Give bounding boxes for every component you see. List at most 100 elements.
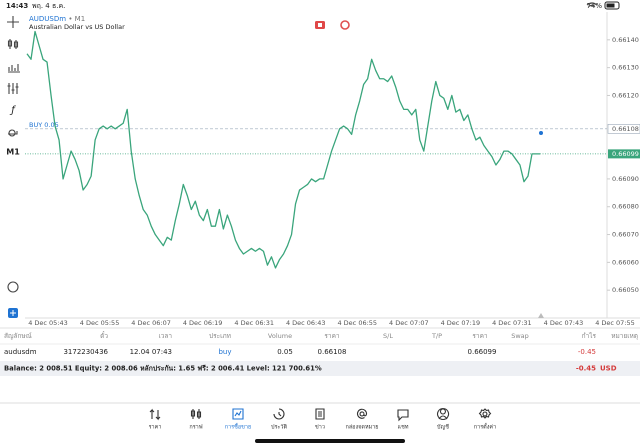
symbol: AUDUSDm (29, 15, 66, 23)
battery-level (606, 3, 615, 8)
wifi-icon (586, 2, 598, 7)
ask-dot (539, 131, 543, 135)
column-header: ราคา (324, 332, 339, 340)
tab-bar: ราคา กราฟ การซื้อขาย ประวัติ ข่าว กล่องจดหมาย… (149, 407, 496, 431)
status-time: 14:43 (6, 2, 28, 10)
time-label: 4 Dec 06:55 (337, 319, 377, 327)
tab-icon (190, 409, 202, 419)
cell-symbol: audusdm (4, 348, 37, 356)
tab-label: กล่องจดหมาย (345, 425, 378, 431)
time-label: 4 Dec 07:31 (492, 319, 532, 327)
tab-label: กราฟ (189, 424, 202, 431)
tab-label: ประวัติ (271, 424, 287, 431)
time-label: 4 Dec 06:07 (131, 319, 171, 327)
time-label: 4 Dec 05:55 (80, 319, 120, 327)
candle-tool[interactable] (7, 39, 19, 49)
tab[interactable]: ประวัติ (271, 408, 287, 431)
timeframe-button[interactable]: M1 (6, 148, 20, 157)
function-tool[interactable]: ƒ (9, 105, 16, 116)
time-label: 4 Dec 07:55 (595, 319, 635, 327)
tab[interactable]: การซื้อขาย (225, 408, 251, 431)
tab[interactable]: กราฟ (189, 409, 203, 431)
tab[interactable]: ราคา (149, 408, 162, 431)
chart-symbol: AUDUSDm • M1 (29, 15, 85, 23)
time-label: 4 Dec 06:31 (234, 319, 274, 327)
trade-tool-glyph (10, 310, 16, 316)
tab[interactable]: แชท (397, 409, 409, 431)
summary-row (0, 361, 640, 376)
price-tick-label: 0.66050 (612, 286, 639, 294)
tab-label: แชท (398, 424, 409, 431)
crosshair-tool[interactable] (7, 16, 19, 28)
shift-marker (538, 313, 544, 318)
tab[interactable]: กล่องจดหมาย (345, 408, 379, 431)
column-header: Swap (511, 332, 529, 340)
left-toolbar: ƒ M1 (6, 16, 20, 318)
buy-price-label: 0.66108 (612, 125, 639, 133)
cell-open-price: 0.66108 (318, 348, 347, 356)
battery-icon (604, 1, 620, 10)
tab-icon (232, 408, 244, 420)
home-indicator (255, 439, 405, 443)
cell-volume: 0.05 (277, 348, 293, 356)
tab-label: บัญชี (437, 424, 449, 431)
tab[interactable]: ข่าว (315, 408, 325, 431)
tab[interactable]: บัญชี (437, 407, 450, 431)
column-header: กำไร (582, 332, 597, 340)
tab-label: การซื้อขาย (225, 423, 251, 431)
objects-tool[interactable] (8, 129, 18, 137)
tab-label: ราคา (149, 425, 162, 431)
cell-profit: -0.45 (578, 348, 596, 356)
cell-time: 12.04 07:43 (130, 348, 172, 356)
price-tick-label: 0.66090 (612, 175, 639, 183)
time-label: 4 Dec 05:43 (28, 319, 68, 327)
summary-currency: USD (600, 365, 617, 373)
table-header: สัญลักษณ์ ตั๋ว เวลา ประเภท Volume ราคา S/L T/P ร… (4, 331, 638, 340)
time-label: 4 Dec 06:19 (183, 319, 223, 327)
zoom-tool[interactable] (7, 281, 19, 293)
sync-icon[interactable] (340, 20, 350, 30)
column-header: ราคา (472, 332, 487, 340)
chart-area: 0.66050 0.66060 0.66070 0.66080 0.66090 0.661… (25, 30, 640, 327)
column-header: หมายเหตุ (611, 332, 638, 340)
tab[interactable]: การตั้งค่า (474, 408, 496, 431)
column-header: Volume (268, 332, 292, 340)
time-label: 4 Dec 07:19 (441, 319, 481, 327)
bid-price-box (608, 149, 640, 159)
tab-icon (437, 407, 450, 421)
column-header: ตั๋ว (100, 331, 108, 340)
tab-icon (149, 408, 161, 421)
indicators-tool[interactable] (7, 83, 19, 94)
column-header: สัญลักษณ์ (4, 332, 32, 340)
price-line (26, 30, 540, 269)
price-tick-label: 0.66060 (612, 258, 639, 266)
tab-label: การตั้งค่า (474, 423, 496, 431)
tab-icon (356, 408, 368, 419)
cell-price: 0.66099 (468, 348, 497, 356)
price-tick-label: 0.66130 (612, 64, 639, 72)
time-label: 4 Dec 07:43 (544, 319, 584, 327)
one-click-glyph (318, 23, 322, 27)
price-tick-label: 0.66140 (612, 36, 639, 44)
bid-price-label: 0.66099 (612, 150, 639, 158)
summary-profit: -0.45 (576, 365, 596, 373)
buy-label: BUY 0.05 (29, 121, 59, 129)
bars-tool[interactable] (8, 64, 20, 73)
tab-icon (397, 409, 409, 422)
price-tick-label: 0.66070 (612, 231, 639, 239)
column-header: S/L (383, 332, 393, 340)
time-label: 4 Dec 06:43 (286, 319, 326, 327)
column-header: ประเภท (209, 332, 231, 340)
tab-icon (273, 408, 285, 420)
time-label: 4 Dec 07:07 (389, 319, 429, 327)
price-tick-label: 0.66120 (612, 91, 639, 99)
column-header: เวลา (158, 332, 172, 340)
tab-icon (315, 408, 325, 420)
column-header: T/P (431, 332, 442, 340)
tab-label: ข่าว (315, 425, 325, 431)
summary-text: Balance: 2 008.51 Equity: 2 008.06 หลักป… (4, 365, 322, 373)
period: • M1 (68, 15, 85, 23)
chart-description: Australian Dollar vs US Dollar (29, 23, 125, 31)
